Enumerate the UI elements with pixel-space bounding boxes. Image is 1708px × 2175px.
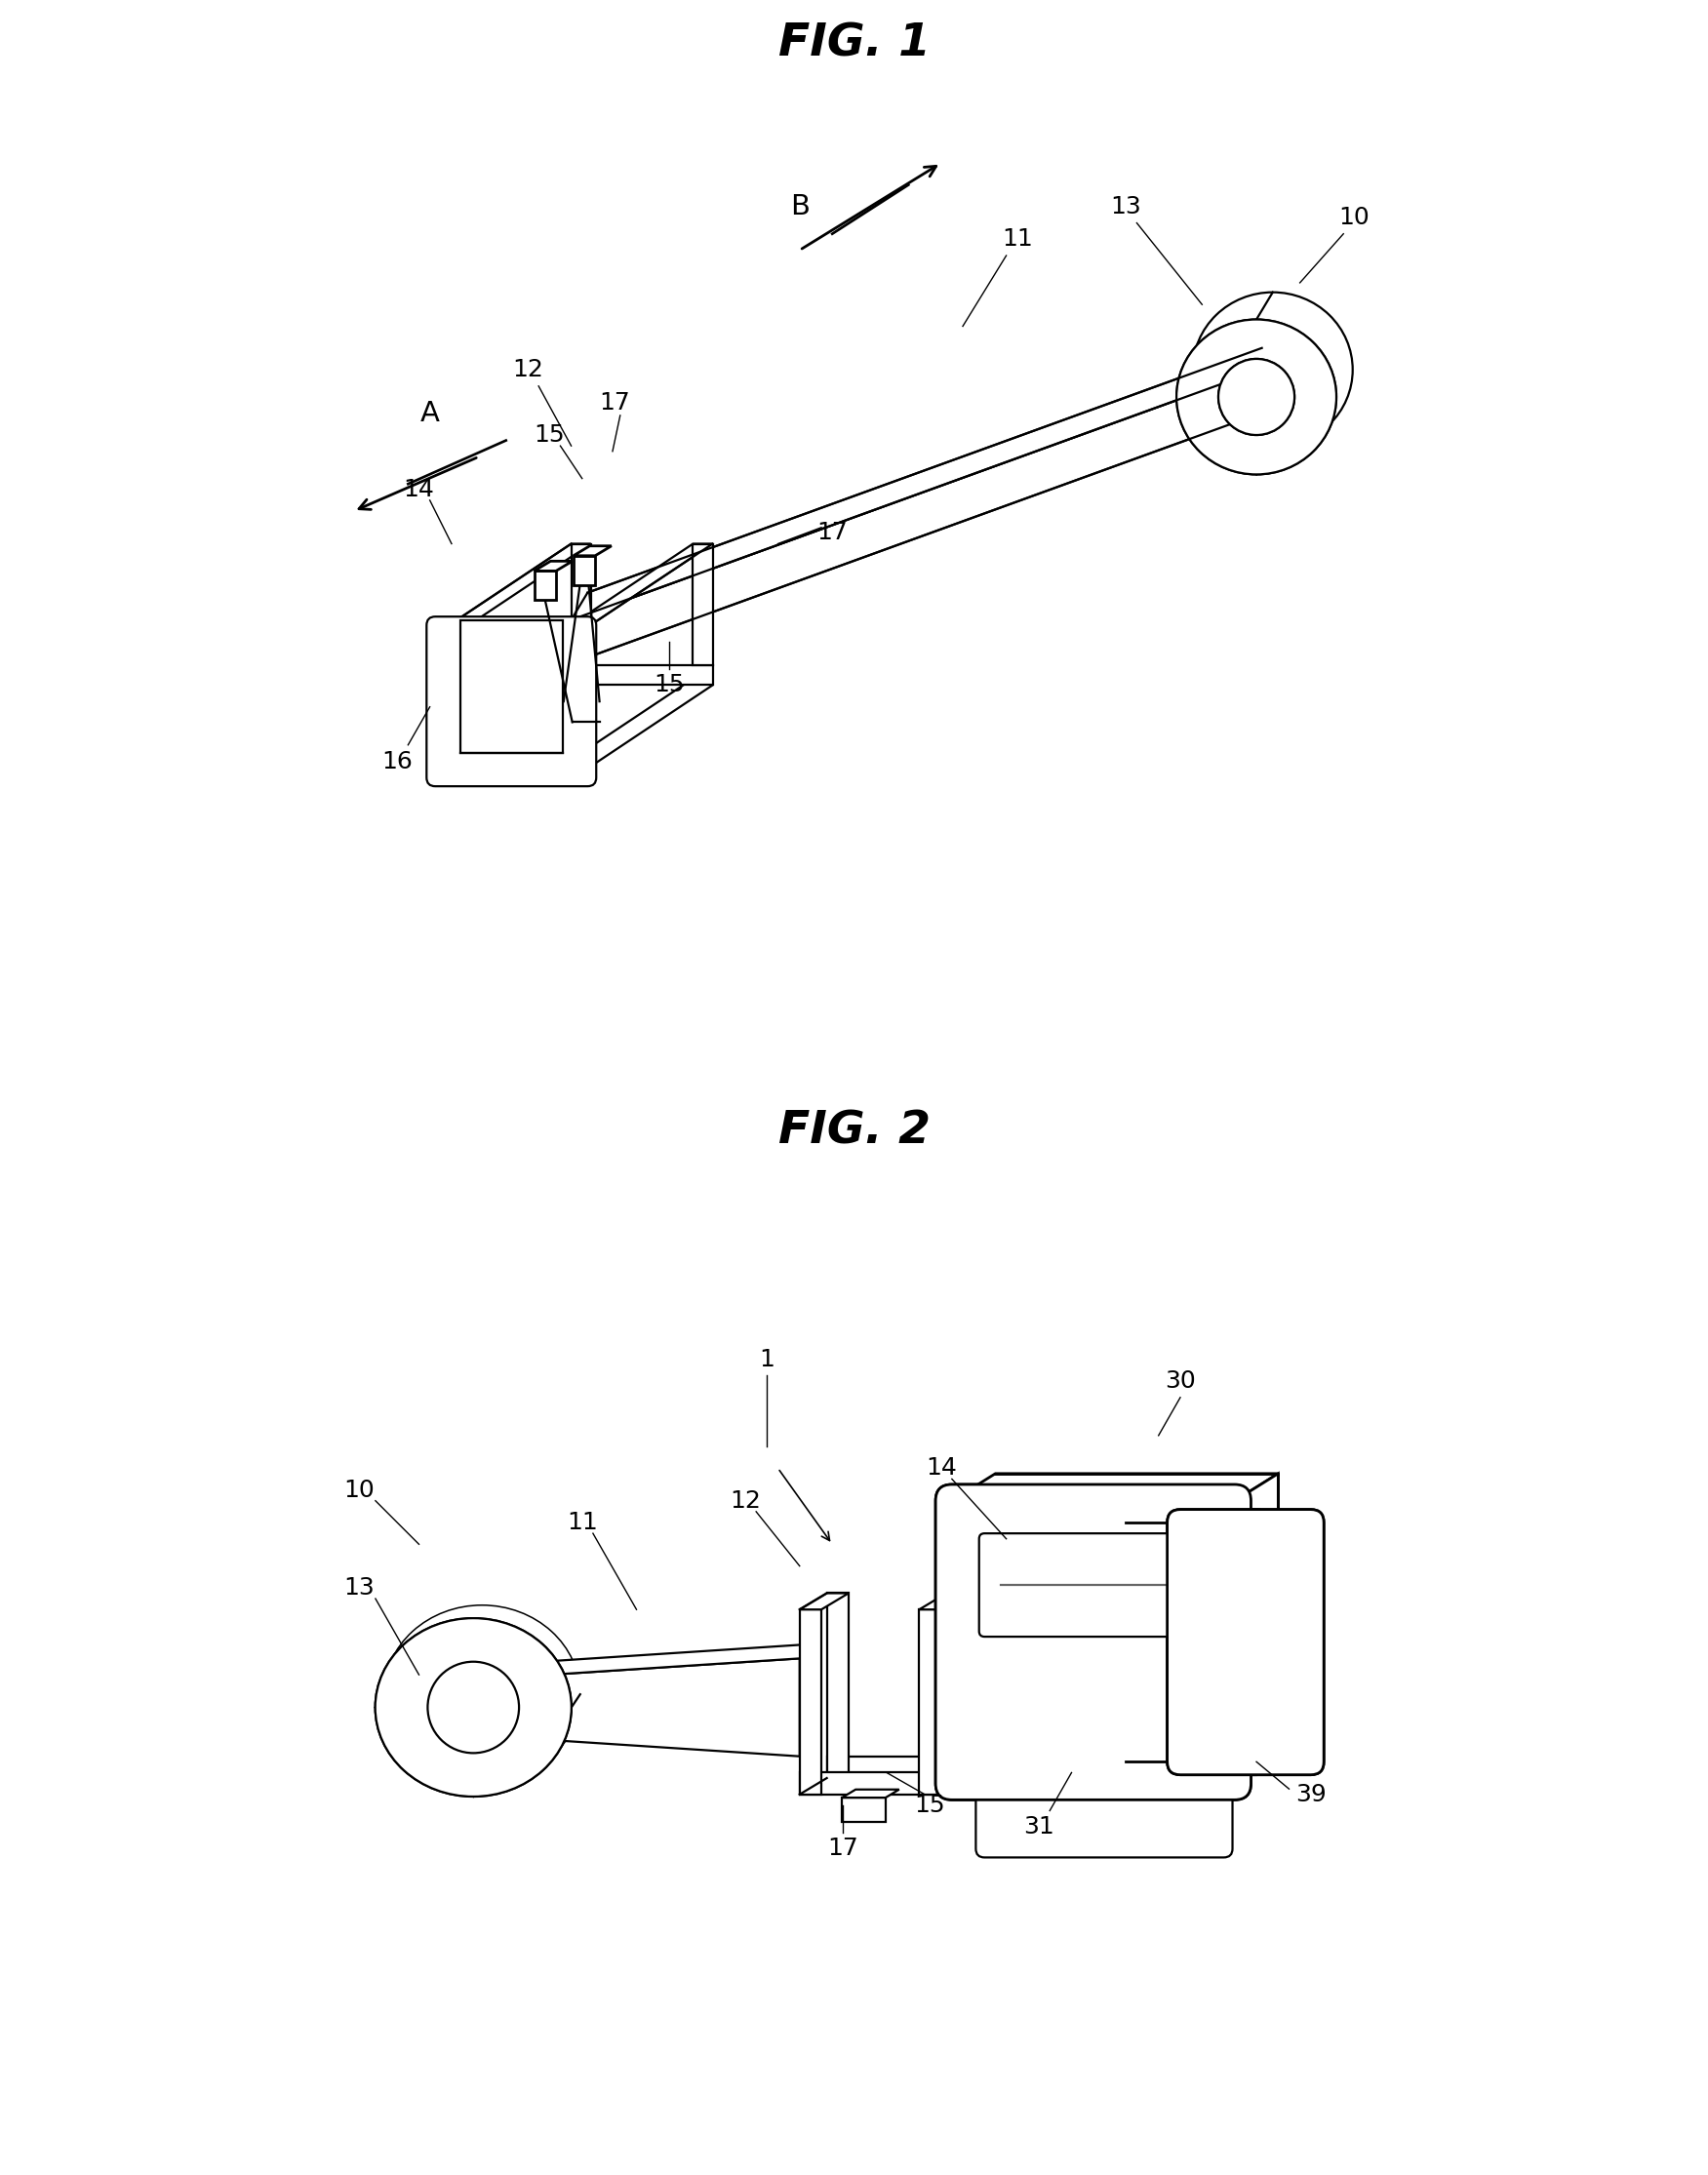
Polygon shape xyxy=(441,753,582,772)
Polygon shape xyxy=(984,1770,1245,1784)
Polygon shape xyxy=(951,1475,1278,1501)
Text: 13: 13 xyxy=(343,1577,374,1599)
FancyBboxPatch shape xyxy=(427,618,596,785)
Polygon shape xyxy=(441,666,712,753)
FancyBboxPatch shape xyxy=(1167,1509,1324,1775)
Polygon shape xyxy=(827,1757,968,1779)
Ellipse shape xyxy=(384,1605,581,1784)
Polygon shape xyxy=(842,1790,898,1797)
Polygon shape xyxy=(570,666,712,685)
Polygon shape xyxy=(693,544,712,666)
Polygon shape xyxy=(799,1779,968,1794)
FancyBboxPatch shape xyxy=(1114,1509,1269,1775)
Polygon shape xyxy=(441,631,459,753)
FancyBboxPatch shape xyxy=(936,1483,1250,1801)
Ellipse shape xyxy=(1177,320,1336,474)
Text: 13: 13 xyxy=(1110,196,1141,218)
Text: 30: 30 xyxy=(1165,1370,1196,1392)
Text: 10: 10 xyxy=(1339,207,1370,228)
Polygon shape xyxy=(535,570,557,600)
Circle shape xyxy=(1218,359,1295,435)
Text: 17: 17 xyxy=(600,392,630,413)
Polygon shape xyxy=(562,631,582,753)
Text: 11: 11 xyxy=(567,1512,598,1533)
Polygon shape xyxy=(799,1610,822,1794)
Text: 15: 15 xyxy=(915,1794,946,1816)
Text: 12: 12 xyxy=(512,359,543,381)
Ellipse shape xyxy=(376,1618,572,1797)
Polygon shape xyxy=(574,555,594,585)
Polygon shape xyxy=(441,544,591,631)
Text: 17: 17 xyxy=(828,1838,859,1860)
Text: 17: 17 xyxy=(816,522,847,544)
Circle shape xyxy=(1218,359,1295,435)
Ellipse shape xyxy=(1192,291,1353,448)
Polygon shape xyxy=(570,544,591,666)
Polygon shape xyxy=(919,1592,968,1610)
Polygon shape xyxy=(799,1773,941,1794)
Text: 15: 15 xyxy=(654,674,685,696)
Text: 12: 12 xyxy=(729,1490,760,1512)
Text: FIG. 1: FIG. 1 xyxy=(777,22,931,65)
Polygon shape xyxy=(570,376,1245,663)
Text: 15: 15 xyxy=(535,424,565,446)
Polygon shape xyxy=(570,348,1262,620)
FancyBboxPatch shape xyxy=(1167,1509,1324,1775)
Circle shape xyxy=(427,1662,519,1753)
Polygon shape xyxy=(562,544,712,631)
Polygon shape xyxy=(574,546,611,555)
Text: 39: 39 xyxy=(1295,1784,1327,1805)
Polygon shape xyxy=(535,561,572,570)
Text: 31: 31 xyxy=(1023,1816,1054,1838)
Ellipse shape xyxy=(376,1618,572,1797)
Text: 14: 14 xyxy=(926,1457,956,1479)
Circle shape xyxy=(427,1662,519,1753)
Polygon shape xyxy=(842,1797,885,1823)
Polygon shape xyxy=(550,1657,799,1757)
Polygon shape xyxy=(827,1592,849,1779)
Bar xyxy=(459,620,562,753)
Text: 14: 14 xyxy=(403,479,434,500)
Text: A: A xyxy=(420,400,439,426)
Polygon shape xyxy=(799,1592,849,1610)
Polygon shape xyxy=(946,1592,968,1779)
FancyBboxPatch shape xyxy=(936,1483,1250,1801)
FancyBboxPatch shape xyxy=(979,1533,1208,1636)
Polygon shape xyxy=(919,1610,941,1794)
Text: FIG. 2: FIG. 2 xyxy=(777,1109,931,1153)
Ellipse shape xyxy=(1177,320,1336,474)
Text: B: B xyxy=(789,194,810,220)
Circle shape xyxy=(1226,346,1303,422)
Text: 10: 10 xyxy=(343,1479,374,1501)
FancyBboxPatch shape xyxy=(975,1775,1233,1857)
Polygon shape xyxy=(1235,1475,1278,1784)
Text: 11: 11 xyxy=(1001,228,1033,250)
Text: 16: 16 xyxy=(381,750,413,772)
Polygon shape xyxy=(550,1644,808,1675)
Text: 1: 1 xyxy=(760,1348,775,1370)
